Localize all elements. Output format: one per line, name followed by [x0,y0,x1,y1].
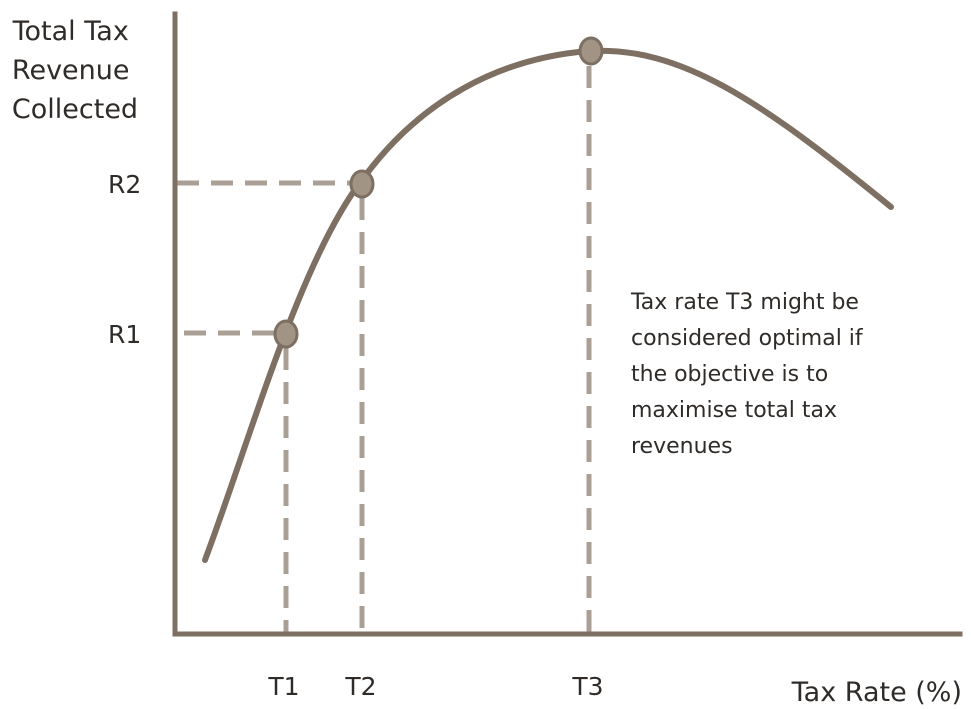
note-line-5: revenues [631,434,733,459]
note-line-2: considered optimal if [631,326,864,351]
y-axis-title-line-3: Collected [12,94,138,125]
optimal-rate-note: Tax rate T3 might be considered optimal … [630,290,870,459]
axes [172,11,963,637]
y-axis-title-line-1: Total Tax [12,16,129,47]
note-line-4: maximise total tax [631,398,837,423]
tax-revenue-curve [202,47,894,563]
tick-label-t3: T3 [571,672,603,701]
tick-label-t2: T2 [344,672,376,701]
note-line-3: the objective is to [631,362,828,387]
y-axis-title-line-2: Revenue [12,55,130,86]
y-axis-title: Total Tax Revenue Collected [12,16,138,125]
guide-lines [177,66,592,635]
x-axis-title: Tax Rate (%) [791,677,962,708]
point-t2 [349,169,375,199]
point-t1 [273,319,299,349]
tick-label-t1: T1 [267,672,299,701]
curve-points [273,36,604,349]
tick-label-r2: R2 [108,170,141,199]
tick-label-r1: R1 [108,320,141,349]
point-t3-peak [578,36,604,66]
note-line-1: Tax rate T3 might be [630,290,859,315]
